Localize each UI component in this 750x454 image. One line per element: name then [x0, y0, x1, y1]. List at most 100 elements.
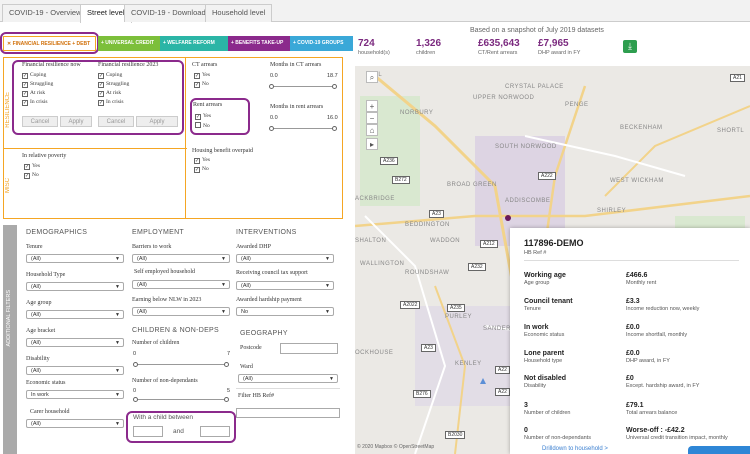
child-between-label: With a child between [133, 414, 193, 421]
earning-select[interactable]: (All) ▼ [132, 307, 230, 316]
barriers-select[interactable]: (All) ▼ [132, 254, 230, 263]
chip-financial-resilience[interactable]: ✕ FINANCIAL RESILIENCE + DEBT [3, 36, 96, 51]
checkbox-ct-yes[interactable]: ✓ Yes [194, 72, 211, 79]
hardship-select[interactable]: No ▼ [236, 307, 334, 316]
detail-age-group: Working age Age group [524, 272, 566, 286]
receiving-ctr-select[interactable]: (All) ▼ [236, 281, 334, 290]
postcode-input[interactable] [280, 343, 338, 354]
chip-welfare-reform[interactable]: + WELFARE REFORM [160, 36, 228, 51]
children-header: CHILDREN & NON-DEPS [132, 327, 219, 334]
household-id-sub: HB Ref # [524, 250, 547, 256]
age-bracket-select[interactable]: (All) ▼ [26, 338, 124, 347]
resilience-section-label: RESILIENCE [5, 92, 11, 128]
highlight-financial-filters [12, 60, 184, 135]
checkbox-now-coping[interactable]: ✓ Coping [22, 72, 47, 79]
play-icon[interactable]: ▸ [366, 138, 378, 150]
checkbox-now-at-risk[interactable]: ✓ At risk [22, 90, 46, 97]
household-id: 117896-DEMO [524, 238, 584, 248]
chip-benefits-take-up[interactable]: + BENEFITS TAKE-UP [228, 36, 290, 51]
carer-select[interactable]: (All) ▼ [26, 419, 124, 428]
age-group-label: Age group [26, 300, 52, 306]
checkbox-2023-struggling[interactable]: ✓ Struggling [98, 81, 130, 88]
rent-arrears-title: Rent arrears [193, 102, 223, 108]
checkbox-rent-no[interactable]: No [195, 122, 211, 131]
zoom-out-button[interactable]: − [366, 112, 378, 124]
household-type-label: Household Type [26, 272, 66, 278]
stat-households: 724 household(s) [358, 38, 390, 56]
detail-disability: Not disabled Disability [524, 375, 567, 389]
checkbox-poverty-no[interactable]: ✓ No [24, 172, 39, 179]
ward-select[interactable]: (All) ▼ [238, 374, 338, 383]
detail-economic-status: In work Economic status [524, 324, 565, 338]
awarded-dhp-select[interactable]: (All) ▼ [236, 254, 334, 263]
2023-cancel-button[interactable]: Cancel [98, 116, 134, 127]
reset-view-icon[interactable]: ⌂ [366, 124, 378, 136]
resilience-2023-title: Financial resilience 2023 [98, 62, 159, 68]
now-cancel-button[interactable]: Cancel [22, 116, 58, 127]
children-slider[interactable] [133, 362, 229, 367]
months-rent-slider[interactable] [269, 126, 337, 131]
checkbox-ct-no[interactable]: ✓ No [194, 81, 209, 88]
detail-uc-impact: Worse-off : -£42.2 Universal credit trans… [626, 427, 728, 441]
additional-filters-label: ADDITIONAL FILTERS [6, 290, 12, 347]
num-nondeps-label: Number of non-dependants [132, 378, 198, 384]
stat-arrears: £635,643 CT/Rent arrears [478, 38, 520, 56]
chip-covid-groups[interactable]: + COVID-19 GROUPS [290, 36, 353, 51]
checkbox-2023-in-crisis[interactable]: ✓ In crisis [98, 99, 124, 106]
tab-household-level[interactable]: Household level [205, 4, 273, 22]
child-age-to-input[interactable] [200, 426, 230, 437]
months-rent-title: Months in rent arrears [270, 104, 324, 110]
filter-hb-label: Filter HB Ref# [238, 393, 274, 399]
self-employed-label: Self employed household [134, 269, 195, 275]
checkbox-hb-no[interactable]: ✓ No [194, 166, 209, 173]
filters-side-bar [3, 225, 17, 454]
highlight-financial-chip [0, 32, 99, 54]
detail-income-reduction: £3.3 Income reduction now, weekly [626, 298, 700, 312]
detail-arrears-balance: £79.1 Total arrears balance [626, 402, 678, 416]
2023-apply-button[interactable]: Apply [136, 116, 178, 127]
checkbox-2023-coping[interactable]: ✓ Coping [98, 72, 123, 79]
detail-nondeps: 0 Number of non-dependants [524, 427, 591, 441]
map-attribution: © 2020 Mapbox © OpenStreetMap [357, 444, 435, 450]
download-icon[interactable]: ⤓ [623, 40, 637, 53]
self-employed-select[interactable]: (All) ▼ [132, 280, 230, 289]
zoom-in-button[interactable]: + [366, 100, 378, 112]
detail-children: 3 Number of children [524, 402, 571, 416]
nondeps-slider[interactable] [133, 397, 229, 402]
economic-status-select[interactable]: In work ▼ [26, 390, 124, 399]
chip-universal-credit[interactable]: + UNIVERSAL CREDIT [98, 36, 160, 51]
checkbox-2023-at-risk[interactable]: ✓ At risk [98, 90, 122, 97]
age-group-select[interactable]: (All) ▼ [26, 310, 124, 319]
disability-select[interactable]: (All) ▼ [26, 366, 124, 375]
tab-covid-overview[interactable]: COVID-19 - Overview [2, 4, 89, 22]
now-apply-button[interactable]: Apply [60, 116, 92, 127]
disability-label: Disability [26, 356, 50, 362]
child-age-from-input[interactable] [133, 426, 163, 437]
checkbox-poverty-yes[interactable]: ✓ Yes [24, 163, 41, 170]
help-button[interactable] [688, 446, 750, 454]
checkbox-now-in-crisis[interactable]: ✓ In crisis [22, 99, 48, 106]
highlight-child-between [126, 411, 236, 443]
detail-dhp-award: £0.0 DHP award, in FY [626, 350, 670, 364]
economic-status-label: Economic status [26, 380, 66, 386]
resilience-panel [3, 57, 343, 219]
checkbox-rent-yes[interactable]: ✓ Yes [195, 113, 212, 120]
detail-income-shortfall: £0.0 Income shortfall, monthly [626, 324, 688, 338]
lasso-tool-icon[interactable]: ⌕ [366, 71, 378, 83]
barriers-label: Barriers to work [132, 244, 172, 250]
poverty-title: In relative poverty [22, 153, 67, 159]
hardship-label: Awarded hardship payment [236, 297, 302, 303]
household-type-select[interactable]: (All) ▼ [26, 282, 124, 291]
months-ct-slider[interactable] [269, 84, 337, 89]
detail-monthly-rent: £466.6 Monthly rent [626, 272, 657, 286]
checkbox-now-struggling[interactable]: ✓ Struggling [22, 81, 54, 88]
carer-label: Carer household [30, 409, 70, 415]
household-detail-card: 117896-DEMO HB Ref # Working age Age grou… [510, 228, 750, 454]
stat-dhp: £7,965 DHP award in FY [538, 38, 581, 56]
tenure-select[interactable]: (All) ▼ [26, 254, 124, 263]
drilldown-link[interactable]: Drilldown to household > [542, 446, 608, 452]
filter-hb-input[interactable] [236, 408, 340, 418]
demographics-header: DEMOGRAPHICS [26, 229, 88, 236]
tab-covid-download[interactable]: COVID-19 - Download [124, 4, 213, 22]
checkbox-hb-yes[interactable]: ✓ Yes [194, 157, 211, 164]
